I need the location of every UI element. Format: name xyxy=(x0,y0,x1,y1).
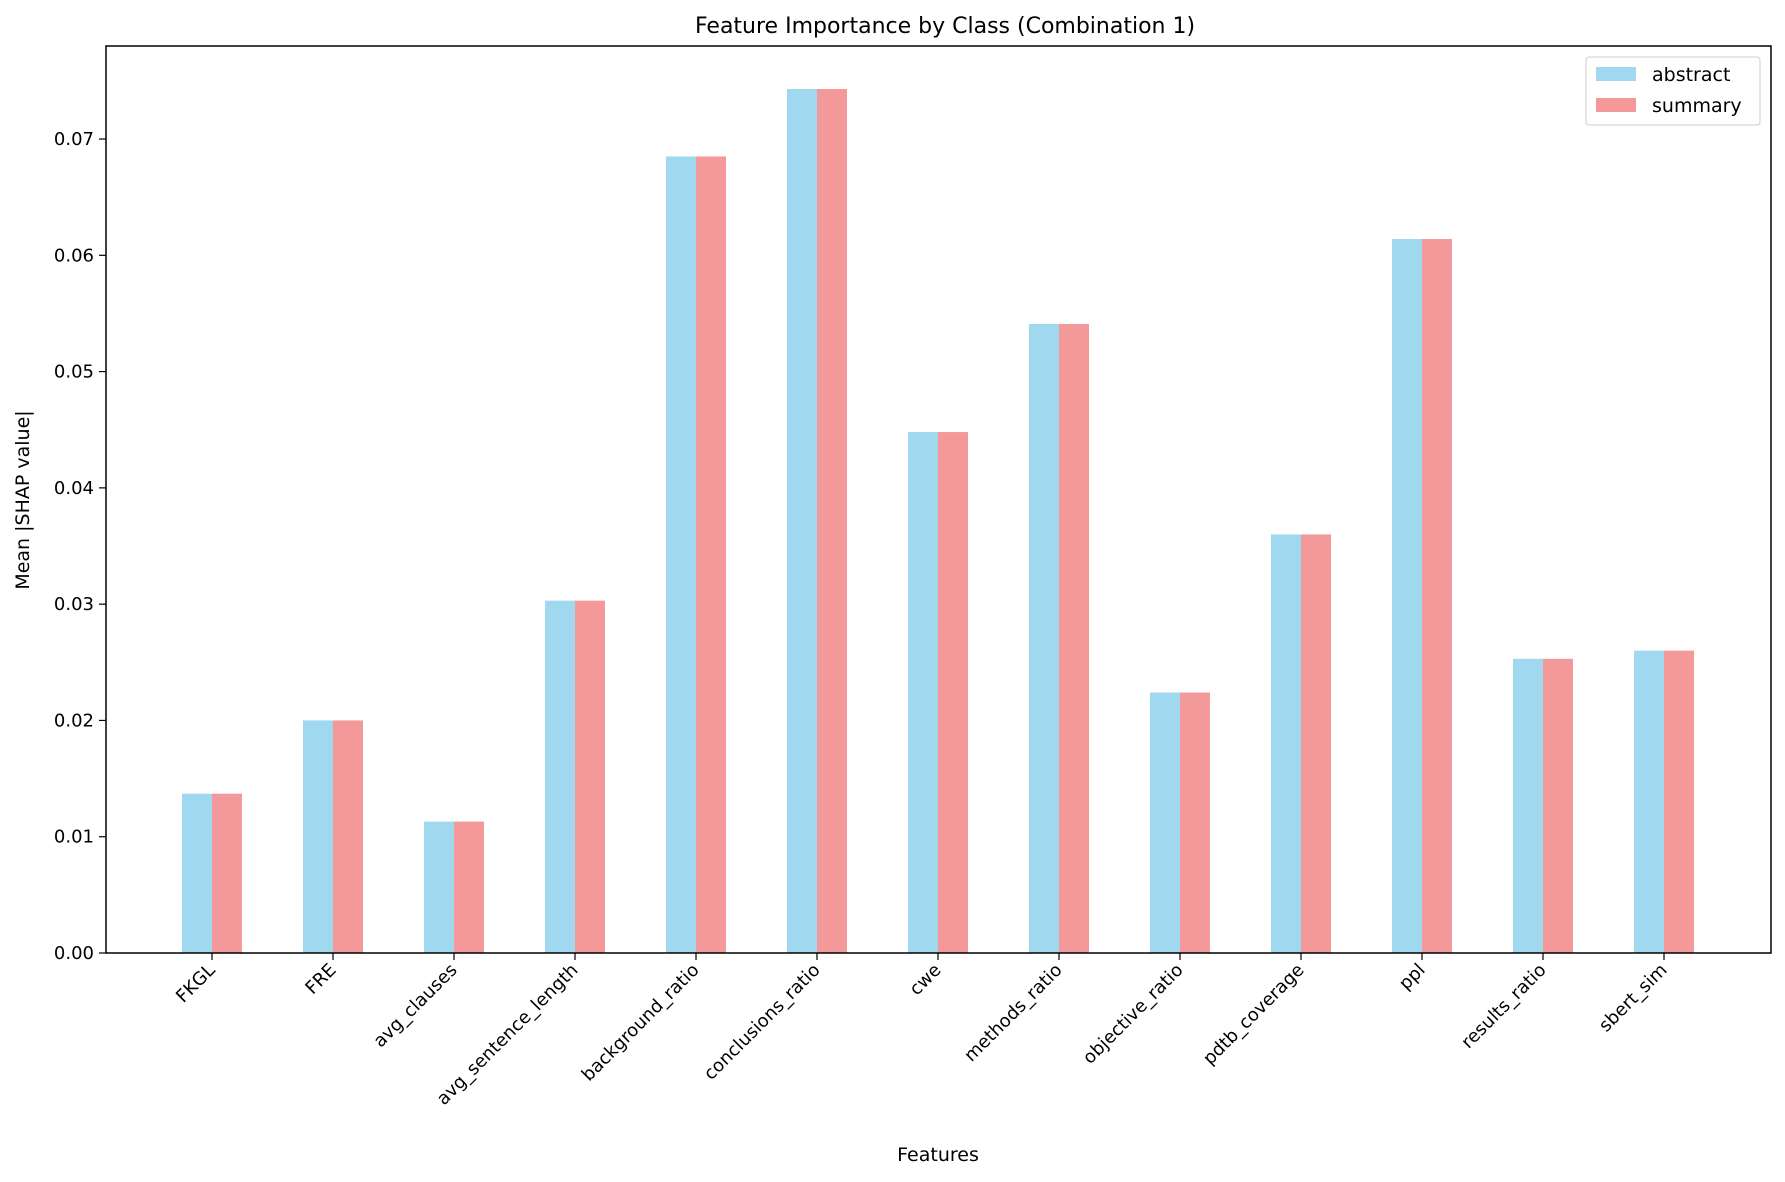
bar-abstract-avg_clauses xyxy=(424,821,454,953)
legend-label-abstract: abstract xyxy=(1652,64,1730,86)
chart-title: Feature Importance by Class (Combination… xyxy=(695,14,1195,39)
bar-summary-results_ratio xyxy=(1543,658,1573,953)
y-tick-label: 0.07 xyxy=(54,129,94,150)
legend: abstract summary xyxy=(1585,56,1761,126)
bar-abstract-background_ratio xyxy=(666,156,696,953)
x-tick-label: pdtb_coverage xyxy=(1199,960,1309,1070)
bar-abstract-objective_ratio xyxy=(1150,692,1180,953)
bar-summary-FKGL xyxy=(212,793,242,953)
bar-abstract-cwe xyxy=(908,432,938,953)
bar-summary-ppl xyxy=(1422,239,1452,953)
bar-abstract-methods_ratio xyxy=(1029,323,1059,954)
bar-abstract-conclusions_ratio xyxy=(787,89,817,954)
bar-abstract-results_ratio xyxy=(1513,658,1543,953)
bar-summary-sbert_sim xyxy=(1664,650,1694,953)
y-tick-label: 0.04 xyxy=(54,478,94,499)
y-tick-label: 0.01 xyxy=(54,827,94,848)
bar-summary-cwe xyxy=(938,432,968,953)
x-axis-label: Features xyxy=(897,1144,979,1166)
y-axis: 0.00 0.01 0.02 0.03 0.04 0.05 0.06 0.07 xyxy=(54,129,106,964)
x-tick-label: ppl xyxy=(1395,960,1430,995)
bar-abstract-ppl xyxy=(1392,239,1422,953)
bar-summary-pdtb_coverage xyxy=(1301,534,1331,953)
bar-summary-background_ratio xyxy=(696,156,726,953)
y-tick-label: 0.00 xyxy=(54,943,94,964)
y-axis-label: Mean |SHAP value| xyxy=(12,410,34,589)
x-tick-label: conclusions_ratio xyxy=(700,960,825,1085)
bar-summary-avg_sentence_length xyxy=(575,600,605,953)
x-tick-label: cwe xyxy=(905,960,945,1000)
y-tick-label: 0.03 xyxy=(54,594,94,615)
bar-summary-objective_ratio xyxy=(1180,692,1210,953)
x-tick-label: sbert_sim xyxy=(1595,960,1672,1037)
bar-abstract-pdtb_coverage xyxy=(1271,534,1301,953)
bar-abstract-FKGL xyxy=(182,793,212,953)
y-tick-label: 0.02 xyxy=(54,710,94,731)
bar-abstract-sbert_sim xyxy=(1634,650,1664,953)
x-tick-label: avg_clauses xyxy=(369,960,461,1052)
bar-summary-FRE xyxy=(333,720,363,953)
bars-layer xyxy=(182,89,1694,954)
bar-summary-methods_ratio xyxy=(1059,323,1089,954)
x-tick-label: avg_sentence_length xyxy=(433,960,583,1110)
x-tick-label: background_ratio xyxy=(578,960,704,1086)
legend-label-summary: summary xyxy=(1652,95,1742,117)
bar-summary-avg_clauses xyxy=(454,821,484,953)
legend-swatch-abstract xyxy=(1596,67,1636,81)
x-tick-label: results_ratio xyxy=(1457,960,1550,1053)
x-tick-label: FRE xyxy=(301,960,340,999)
bar-abstract-FRE xyxy=(303,720,333,953)
x-axis: FKGL FRE avg_clausesavg_sentence_lengthbac… xyxy=(172,953,1672,1110)
y-tick-label: 0.05 xyxy=(54,362,94,383)
bar-summary-conclusions_ratio xyxy=(817,89,847,954)
y-tick-label: 0.06 xyxy=(54,245,94,266)
x-tick-label: objective_ratio xyxy=(1079,960,1188,1069)
legend-swatch-summary xyxy=(1596,98,1636,112)
x-tick-label: methods_ratio xyxy=(960,960,1066,1066)
x-tick-label: FKGL xyxy=(172,960,219,1007)
bar-abstract-avg_sentence_length xyxy=(545,600,575,953)
